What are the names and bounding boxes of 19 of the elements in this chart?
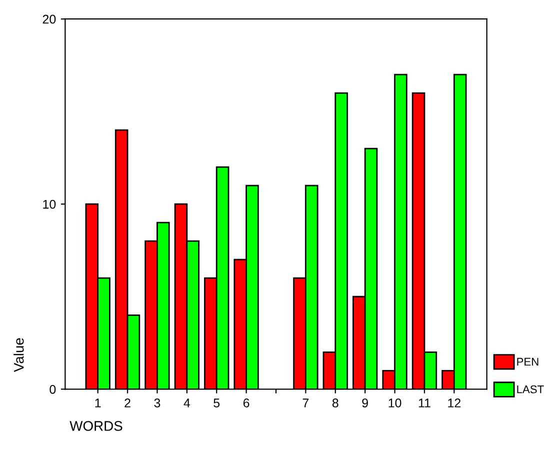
x-tick-label: 11 (418, 398, 430, 408)
y-tick-label: 0 (50, 384, 56, 394)
x-tick-label: 9 (362, 398, 368, 408)
x-tick-label: 1 (95, 398, 101, 408)
x-axis-title: WORDS (70, 421, 122, 431)
legend-label: PEN (517, 358, 538, 366)
y-axis-title: Value (14, 338, 24, 372)
x-tick-label: 2 (124, 398, 130, 408)
y-tick-label: 10 (43, 200, 56, 209)
x-tick-label: 5 (214, 398, 220, 408)
x-tick-label: 7 (302, 398, 309, 408)
x-tick-label: 3 (154, 398, 160, 408)
x-tick-label: 6 (243, 398, 250, 408)
x-tick-label: 10 (388, 398, 402, 408)
y-tick-label: 20 (42, 14, 56, 24)
x-tick-label: 4 (184, 398, 190, 408)
legend-label: LAST (517, 385, 544, 394)
x-tick-label: 12 (448, 398, 460, 408)
x-tick-label: 8 (332, 398, 338, 408)
